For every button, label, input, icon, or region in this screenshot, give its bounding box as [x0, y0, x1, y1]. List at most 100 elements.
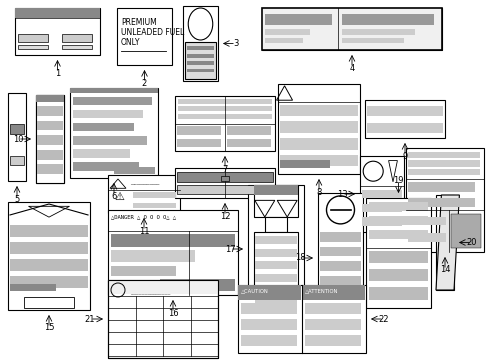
Text: 16: 16 [167, 309, 178, 318]
Text: 3: 3 [233, 39, 238, 48]
Bar [450, 213, 480, 248]
Bar [247, 185, 304, 313]
Text: 14: 14 [439, 266, 449, 275]
Text: UNLEADED FUEL: UNLEADED FUEL [121, 28, 184, 37]
Bar [264, 14, 331, 25]
Bar [175, 96, 274, 151]
Text: 22: 22 [378, 315, 388, 324]
Bar [407, 182, 474, 192]
Text: 7: 7 [222, 165, 227, 174]
Bar [280, 154, 357, 166]
Bar [361, 217, 402, 226]
Bar [319, 290, 361, 300]
Bar [319, 247, 361, 256]
Bar [226, 126, 270, 135]
Bar [238, 285, 301, 300]
Bar [8, 93, 26, 181]
Bar [240, 303, 297, 314]
Text: 17: 17 [224, 244, 235, 253]
Bar [15, 8, 100, 18]
Bar [10, 242, 87, 254]
Bar [37, 150, 62, 159]
Bar [254, 261, 296, 269]
Bar [178, 107, 271, 111]
Bar [10, 124, 24, 134]
Bar [160, 279, 235, 291]
Bar [264, 217, 286, 232]
Bar [110, 234, 235, 247]
Bar [61, 34, 91, 42]
Bar [183, 6, 218, 81]
Bar [359, 156, 403, 232]
Bar [407, 152, 479, 158]
Bar [238, 285, 365, 353]
Bar [240, 319, 297, 330]
Text: 5: 5 [14, 194, 20, 203]
Text: 13: 13 [336, 189, 346, 198]
Bar [36, 95, 64, 183]
Bar [73, 162, 139, 171]
Bar [186, 69, 214, 72]
Bar [368, 251, 427, 263]
Bar [254, 287, 296, 294]
Bar [37, 121, 62, 130]
Text: 18: 18 [294, 253, 305, 262]
Bar [319, 261, 361, 271]
Bar [37, 165, 62, 174]
Bar [110, 250, 195, 262]
Bar [73, 123, 134, 131]
Text: 8: 8 [316, 188, 321, 197]
Bar [254, 249, 296, 257]
Bar [10, 156, 24, 165]
Bar [177, 172, 272, 182]
Bar [37, 106, 62, 116]
Bar [10, 259, 87, 271]
Bar [24, 297, 74, 308]
Bar [262, 8, 441, 50]
Text: 11: 11 [139, 226, 149, 235]
Bar [70, 88, 158, 178]
Bar [108, 280, 218, 294]
Bar [177, 185, 272, 194]
Text: 21: 21 [84, 315, 95, 324]
Bar [184, 42, 216, 79]
Bar [8, 202, 90, 310]
Text: △ATTENTION: △ATTENTION [305, 288, 338, 293]
Bar [407, 198, 474, 207]
Bar [19, 45, 48, 49]
Text: PREMIUM: PREMIUM [121, 18, 157, 27]
Bar [108, 210, 238, 295]
Bar [254, 274, 296, 282]
Bar [341, 29, 414, 35]
Bar [304, 335, 361, 346]
Bar [36, 95, 64, 183]
Bar [186, 61, 214, 65]
Text: △CAUTION: △CAUTION [241, 288, 268, 293]
Bar [178, 114, 271, 119]
Bar [253, 185, 298, 217]
Bar [61, 45, 91, 49]
Bar [70, 88, 158, 93]
Bar [254, 237, 296, 244]
Bar [407, 233, 446, 242]
Bar [368, 269, 427, 282]
Bar [366, 123, 442, 134]
Bar [73, 136, 147, 145]
Text: 19: 19 [392, 176, 403, 185]
Bar [254, 299, 296, 307]
Bar [319, 232, 361, 242]
Bar [73, 97, 152, 105]
Bar [178, 99, 271, 104]
Text: ⚠: ⚠ [114, 192, 124, 202]
Bar [364, 100, 444, 138]
Bar [361, 204, 402, 212]
Bar [302, 285, 364, 300]
Bar [407, 217, 446, 225]
Bar [407, 169, 479, 175]
Bar [10, 284, 56, 292]
Bar [368, 216, 427, 225]
Bar [264, 29, 310, 35]
Text: △DANGER △ O O O O△ △: △DANGER △ O O O O△ △ [111, 214, 176, 219]
Text: 2: 2 [142, 78, 147, 87]
Text: ──────────────: ────────────── [130, 292, 170, 297]
